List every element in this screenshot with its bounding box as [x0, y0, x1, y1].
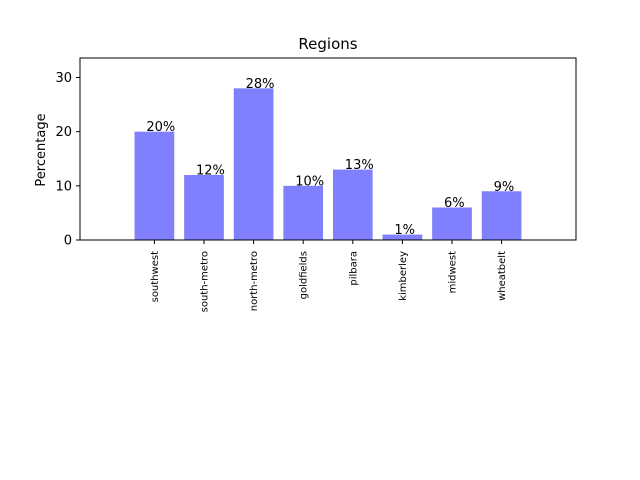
bar-pilbara	[332, 169, 373, 240]
x-tick-label-midwest: midwest	[448, 251, 459, 293]
y-tick-label: 20	[55, 125, 72, 140]
bar-goldfields	[283, 185, 324, 240]
data-label-midwest: 6%	[444, 196, 465, 211]
chart-title: Regions	[298, 35, 357, 53]
plot-area-frame	[79, 57, 577, 241]
y-axis-ticks: 0 10 20 30	[55, 71, 80, 249]
x-tick-label-goldfields: goldfields	[299, 251, 310, 299]
bar-south-metro	[184, 175, 224, 240]
x-tick-label-north-metro: north-metro	[249, 251, 260, 311]
bar-southwest	[134, 131, 175, 240]
data-label-kimberley: 1%	[394, 223, 415, 238]
y-tick-label: 0	[64, 234, 72, 249]
data-label-wheatbelt: 9%	[494, 180, 515, 195]
x-tick-label-wheatbelt: wheatbelt	[497, 251, 508, 301]
data-label-south-metro: 12%	[196, 164, 225, 179]
data-label-southwest: 20%	[146, 120, 175, 135]
x-tick-label-pilbara: pilbara	[348, 251, 359, 286]
data-label-pilbara: 13%	[345, 158, 374, 173]
y-tick-label: 30	[55, 71, 72, 86]
y-tick-label: 10	[55, 179, 72, 194]
bar-kimberley	[382, 234, 423, 240]
data-labels-group: 20% 12% 28% 10% 13% 1% 6% 9%	[146, 77, 514, 238]
x-axis-ticks: southwest south-metro north-metro goldfield…	[150, 240, 508, 312]
bar-north-metro	[233, 88, 274, 240]
bars-group	[134, 88, 522, 240]
x-tick-label-south-metro: south-metro	[200, 251, 211, 312]
x-tick-label-kimberley: kimberley	[398, 251, 409, 301]
x-tick-label-southwest: southwest	[150, 251, 161, 302]
y-axis-label: Percentage	[34, 113, 49, 186]
bar-wheatbelt	[481, 191, 522, 240]
bar-midwest	[432, 207, 472, 240]
data-label-north-metro: 28%	[246, 77, 275, 92]
data-label-goldfields: 10%	[295, 174, 324, 189]
